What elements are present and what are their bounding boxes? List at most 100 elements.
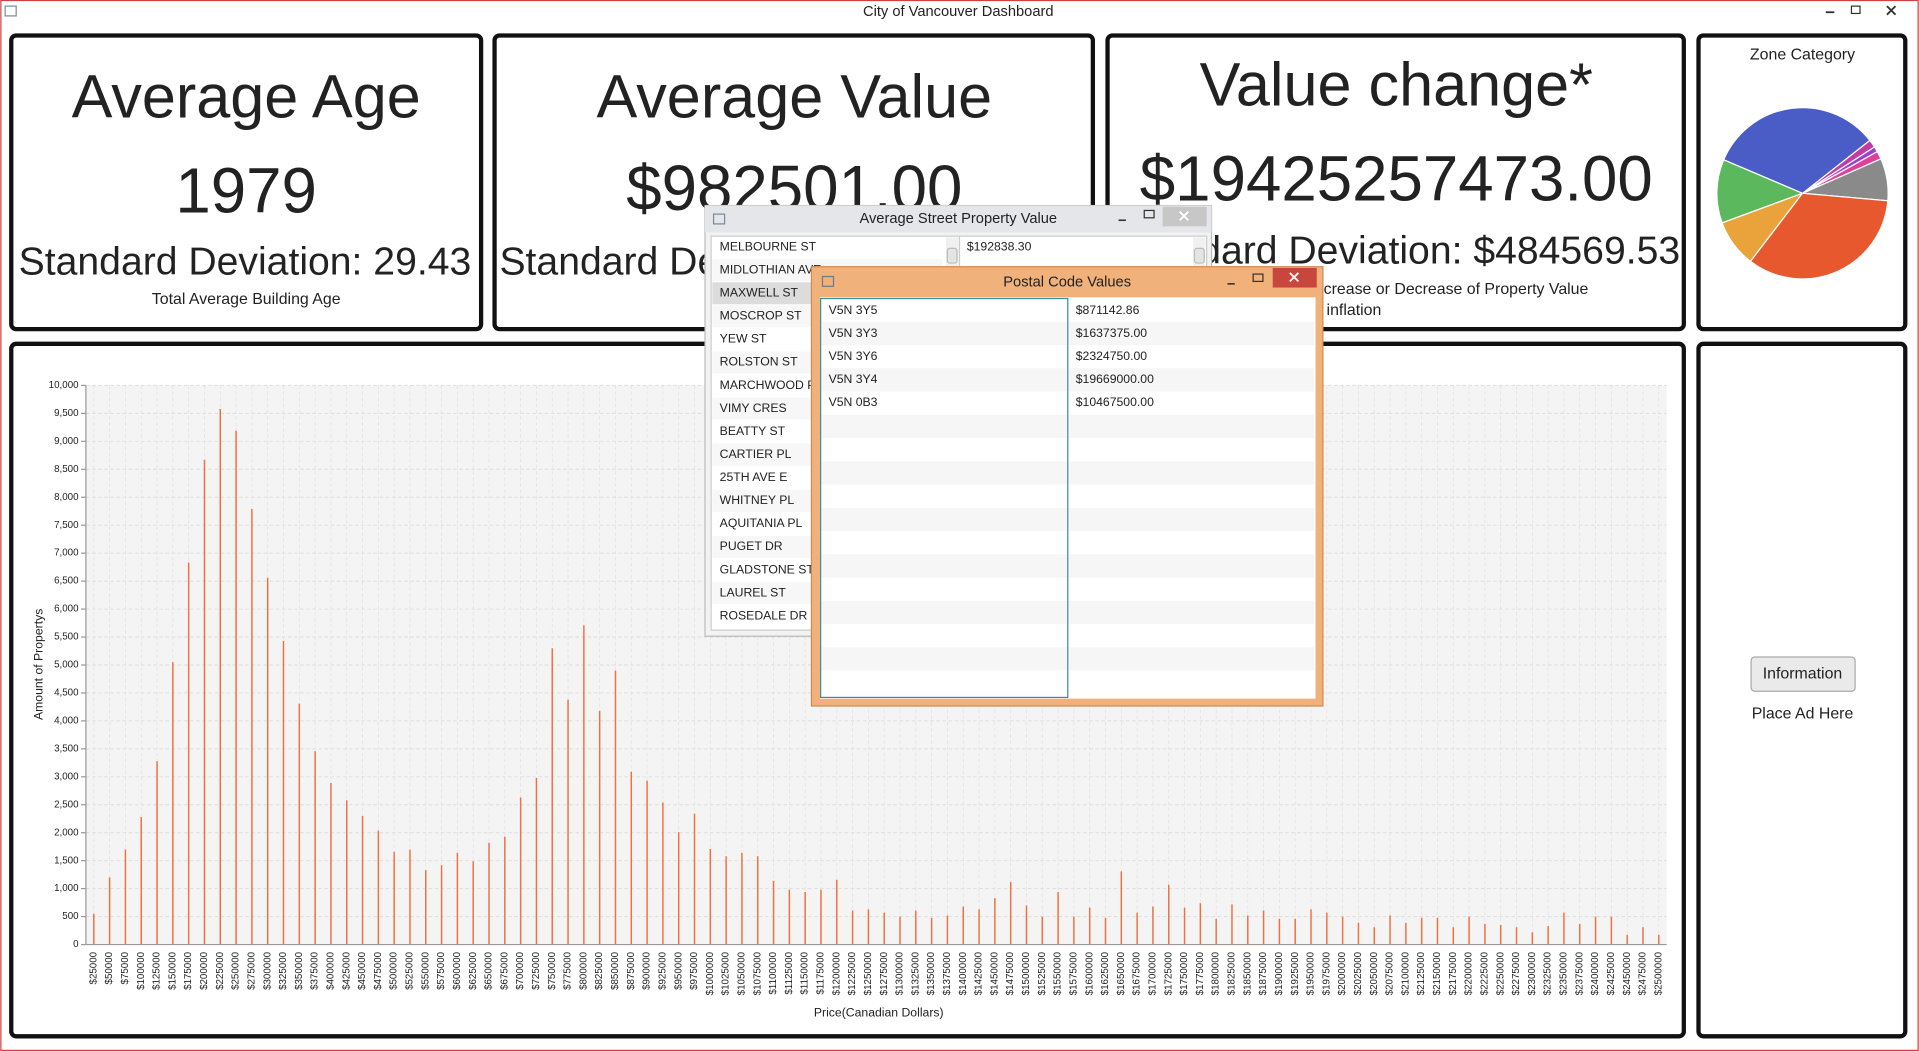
x-tick-label: $125000 xyxy=(152,951,163,990)
street-name: ROLSTON ST xyxy=(720,355,798,369)
street-name: LAUREL ST xyxy=(720,585,787,599)
x-tick-label: $1175000 xyxy=(816,951,827,994)
bar xyxy=(1152,906,1154,945)
x-tick-label: $1900000 xyxy=(1274,951,1285,995)
x-tick-label: $400000 xyxy=(326,951,337,990)
pie-slice xyxy=(1722,107,1871,195)
street-name: GLADSTONE ST xyxy=(720,562,815,576)
x-tick-label: $1225000 xyxy=(847,951,858,995)
x-tick-label: $775000 xyxy=(563,951,574,990)
bar xyxy=(788,889,791,945)
x-tick-label: $1925000 xyxy=(1290,951,1301,995)
x-tick-label: $1125000 xyxy=(784,951,795,994)
bar xyxy=(677,832,680,945)
bar xyxy=(1073,916,1075,945)
x-tick-label: $950000 xyxy=(673,951,684,990)
bar xyxy=(1594,916,1597,945)
x-tick-label: $1075000 xyxy=(752,951,763,995)
ad-text: Place Ad Here xyxy=(1752,706,1854,723)
bar xyxy=(472,861,474,945)
street-title: Average Street Property Value xyxy=(859,211,1057,227)
bar xyxy=(440,865,443,945)
bar xyxy=(219,408,222,945)
x-tick-label: $2200000 xyxy=(1464,951,1475,995)
x-tick-label: $1500000 xyxy=(1021,951,1032,995)
bar xyxy=(1436,917,1439,945)
postal-close-x xyxy=(1289,272,1300,283)
bar xyxy=(1041,916,1044,945)
y-tick-label: 3,000 xyxy=(54,771,79,782)
x-tick-label: $450000 xyxy=(357,951,368,990)
y-tick-label: 2,500 xyxy=(54,799,79,810)
bar xyxy=(377,830,380,945)
x-tick-label: $75000 xyxy=(120,951,131,984)
x-tick-label: $150000 xyxy=(167,951,178,990)
x-tick-label: $825000 xyxy=(594,951,605,990)
bar xyxy=(836,879,838,945)
postal-value: $19669000.00 xyxy=(1076,372,1154,386)
bar xyxy=(804,891,806,945)
card-deviation: Standard Deviation: 29.43 xyxy=(19,241,472,284)
bar xyxy=(1120,871,1123,945)
postal-code: V5N 3Y6 xyxy=(829,349,878,363)
window-title: City of Vancouver Dashboard xyxy=(863,4,1054,20)
x-tick-label: $350000 xyxy=(294,951,305,990)
postal-value: $10467500.00 xyxy=(1076,395,1154,409)
y-tick-label: 6,000 xyxy=(54,604,79,615)
x-tick-label: $650000 xyxy=(484,951,495,990)
x-tick-label: $200000 xyxy=(199,951,210,990)
bar xyxy=(1262,910,1265,945)
scroll-thumb xyxy=(946,247,958,264)
street-title-bar xyxy=(705,205,1212,233)
x-tick-label: $2050000 xyxy=(1369,951,1380,995)
x-tick-label: $1850000 xyxy=(1242,951,1253,995)
street-maximize[interactable] xyxy=(1143,209,1155,219)
card-value: 1979 xyxy=(175,156,317,227)
x-tick-label: $1450000 xyxy=(989,951,1000,995)
x-tick-label: $175000 xyxy=(183,951,194,990)
age-card xyxy=(9,33,484,332)
x-tick-label: $375000 xyxy=(310,951,321,990)
bar xyxy=(757,856,759,945)
card-caption: inflation xyxy=(1327,302,1382,319)
x-tick-label: $1375000 xyxy=(942,951,953,995)
card-deviation: Standard Deviation: $484569.53 xyxy=(1119,230,1680,273)
x-tick-label: $1950000 xyxy=(1306,951,1317,995)
bar xyxy=(1215,918,1217,945)
x-tick-label: $1825000 xyxy=(1227,951,1238,995)
x-tick-label: $2125000 xyxy=(1416,951,1427,995)
street-name: BEATTY ST xyxy=(720,424,786,438)
bar xyxy=(1009,881,1012,945)
bar xyxy=(551,648,553,945)
bar xyxy=(282,640,285,945)
bar xyxy=(1452,927,1455,945)
close-button[interactable] xyxy=(1886,5,1897,16)
x-tick-label: $2150000 xyxy=(1432,951,1443,995)
bar xyxy=(978,909,980,945)
restore-button[interactable] xyxy=(1850,5,1861,15)
x-tick-label: $1700000 xyxy=(1148,951,1159,995)
x-tick-label: $475000 xyxy=(373,951,384,990)
bar xyxy=(1405,922,1407,945)
bar xyxy=(1057,891,1059,945)
bar xyxy=(425,870,427,945)
x-tick-label: $1300000 xyxy=(895,951,906,995)
postal-maximize[interactable] xyxy=(1252,273,1264,283)
x-tick-label: $1800000 xyxy=(1211,951,1222,995)
x-tick-label: $325000 xyxy=(278,951,289,990)
bar xyxy=(646,780,648,945)
bar xyxy=(915,910,917,945)
bar xyxy=(124,849,127,945)
x-tick-label: $550000 xyxy=(420,951,431,990)
bar xyxy=(93,913,95,945)
bar xyxy=(1310,909,1312,945)
information-button[interactable] xyxy=(1750,656,1856,692)
x-tick-label: $1025000 xyxy=(721,951,732,995)
x-tick-label: $2075000 xyxy=(1385,951,1396,995)
bar xyxy=(535,777,538,945)
x-tick-label: $1100000 xyxy=(768,951,779,994)
bar xyxy=(1547,926,1549,945)
bar xyxy=(930,917,933,945)
bar xyxy=(583,625,585,945)
